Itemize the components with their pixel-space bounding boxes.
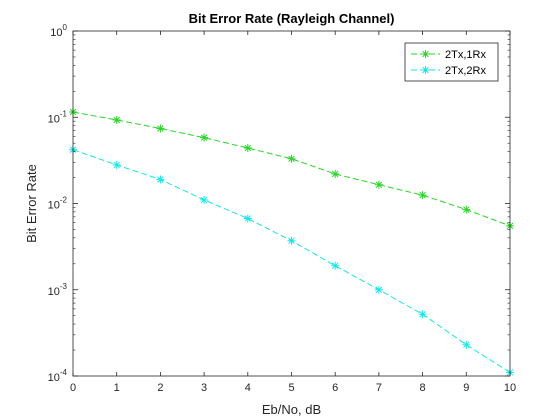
y-tick-base: 10 (50, 27, 62, 39)
series-2-point (200, 196, 208, 204)
x-tick-label: 10 (504, 382, 516, 394)
chart-title: Bit Error Rate (Rayleigh Channel) (189, 11, 395, 26)
series-1-point (200, 134, 208, 142)
series-2-point (331, 262, 339, 270)
series-2-point (288, 237, 296, 245)
x-tick-label: 5 (288, 382, 294, 394)
x-tick-label: 0 (70, 382, 76, 394)
y-tick-base: 10 (48, 200, 60, 212)
y-tick-base: 10 (48, 372, 60, 384)
series-1-point (288, 155, 296, 163)
series-2-point (113, 161, 121, 169)
x-tick-label: 6 (332, 382, 338, 394)
series-2-point (419, 310, 427, 318)
legend: 2Tx,1Rx 2Tx,2Rx (405, 43, 498, 81)
x-tick-label: 8 (420, 382, 426, 394)
legend-marker-2 (422, 66, 430, 74)
x-tick-label: 3 (201, 382, 207, 394)
x-tick-label: 2 (157, 382, 163, 394)
series-1-point (331, 170, 339, 178)
legend-label-1: 2Tx,1Rx (445, 49, 486, 61)
y-tick-exponent: -3 (60, 282, 68, 291)
series-1-point (375, 181, 383, 189)
series-2-point (156, 175, 164, 183)
series-2-point (244, 215, 252, 223)
series-1-point (156, 125, 164, 133)
x-tick-label: 7 (376, 382, 382, 394)
legend-label-2: 2Tx,2Rx (445, 65, 486, 77)
series-1-point (244, 144, 252, 152)
y-tick-base: 10 (48, 286, 60, 298)
y-tick-exponent: -1 (60, 109, 68, 118)
y-tick-exponent: -2 (60, 196, 68, 205)
x-tick-label: 4 (245, 382, 251, 394)
x-axis-label: Eb/No, dB (262, 402, 321, 417)
y-tick-base: 10 (48, 113, 60, 125)
series-1-point (113, 116, 121, 124)
series-2-point (375, 286, 383, 294)
series-2-point (462, 341, 470, 349)
y-axis-label: Bit Error Rate (24, 164, 39, 243)
x-tick-label: 9 (463, 382, 469, 394)
y-tick-exponent: 0 (63, 23, 68, 32)
series-1-point (419, 191, 427, 199)
plot-area (73, 31, 510, 376)
series-1-point (462, 206, 470, 214)
y-tick-exponent: -4 (60, 368, 68, 377)
x-tick-label: 1 (114, 382, 120, 394)
legend-marker-1 (422, 50, 430, 58)
